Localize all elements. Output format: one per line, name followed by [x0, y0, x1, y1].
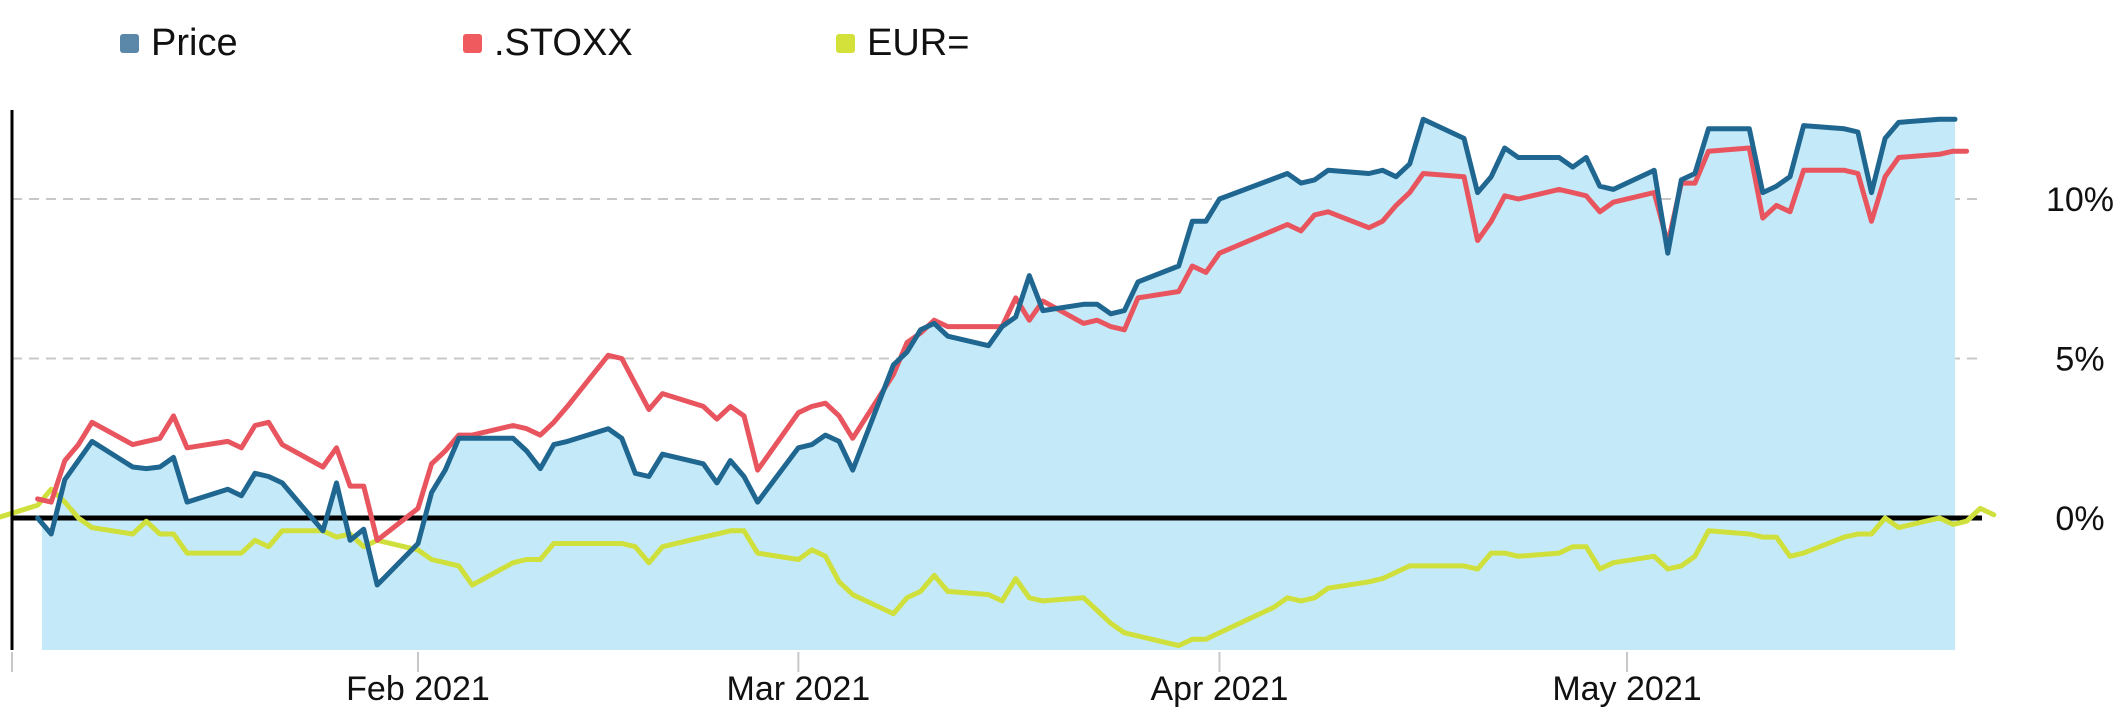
legend-label-eur: EUR= — [867, 22, 970, 64]
series-line-eur[interactable] — [0, 486, 1997, 649]
y-tick-label: 5% — [2055, 341, 2104, 379]
legend-item-stoxx[interactable]: .STOXX — [463, 18, 633, 68]
x-tick-label: Feb 2021 — [346, 670, 490, 708]
legend-swatch-price — [120, 33, 139, 53]
legend-label-stoxx: .STOXX — [494, 22, 633, 64]
x-tick-label: Mar 2021 — [727, 670, 871, 708]
series-lines — [0, 116, 1997, 649]
legend-label-price: Price — [151, 22, 238, 64]
y-tick-label: 0% — [2055, 500, 2104, 538]
legend-item-eur[interactable]: EUR= — [836, 18, 969, 68]
x-axis-ticks: Feb 2021 Mar 2021 Apr 2021 May 2021 — [11, 652, 1702, 708]
x-tick-label: Apr 2021 — [1150, 670, 1288, 708]
y-tick-label: 10% — [2046, 181, 2114, 219]
legend-swatch-stoxx — [463, 33, 482, 53]
x-tick-label: May 2021 — [1552, 670, 1701, 708]
series-line-price[interactable] — [35, 116, 1958, 588]
legend-swatch-eur — [836, 33, 855, 53]
legend-item-price[interactable]: Price — [120, 18, 238, 68]
y-axis-ticks: 10% 5% 0% — [2046, 181, 2114, 538]
